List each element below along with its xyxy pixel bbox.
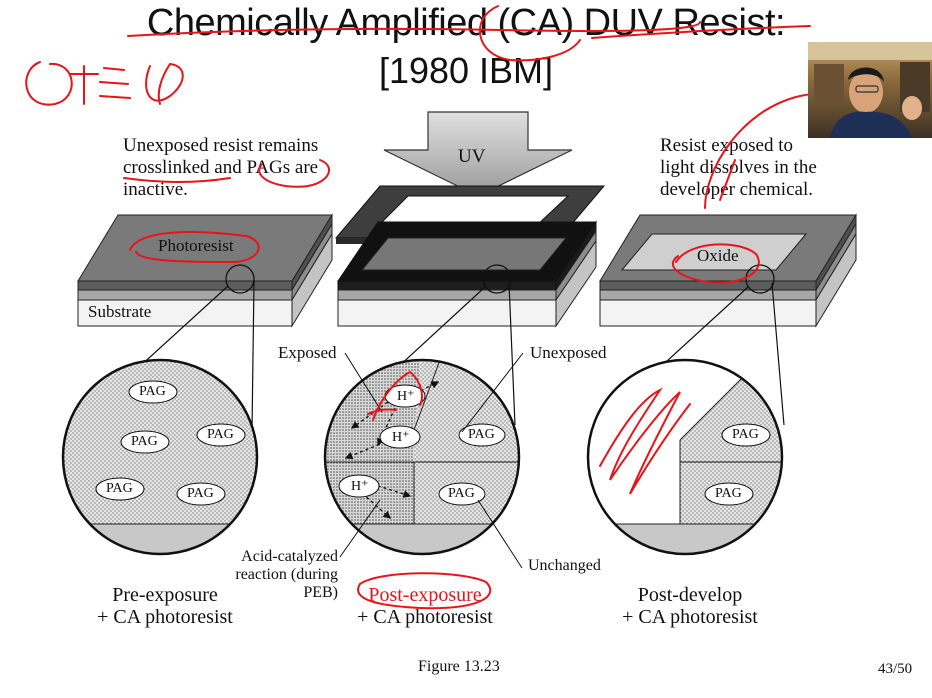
oxide-label: Oxide — [697, 246, 739, 265]
acid-line: PEB) — [303, 584, 338, 601]
left-note-line: crosslinked and PAGs are — [123, 157, 319, 178]
unchanged-label: Unchanged — [528, 557, 601, 574]
right-note-line: light dissolves in the — [660, 157, 817, 178]
unexposed-label: Unexposed — [530, 343, 607, 362]
right-note-line: Resist exposed to — [660, 135, 793, 156]
hplus-label: H⁺ — [351, 479, 369, 494]
slide-subtitle: [1980 IBM] — [378, 50, 554, 91]
acid-line: reaction (during — [235, 566, 338, 583]
pag-label: PAG — [139, 384, 166, 399]
right-note-line: developer chemical. — [660, 179, 813, 200]
photoresist-label: Photoresist — [158, 236, 234, 255]
hplus-label: H⁺ — [392, 430, 410, 445]
caption-line: Post-develop — [637, 584, 743, 606]
caption-line: + CA photoresist — [97, 606, 233, 628]
uv-arrow — [383, 111, 573, 197]
pag-label: PAG — [207, 427, 234, 442]
uv-label: UV — [458, 146, 486, 167]
right-wafer — [596, 213, 857, 426]
pag-label: PAG — [448, 486, 475, 501]
caption-post-exposure: Post-exposure + CA photoresist — [320, 584, 530, 628]
pen-annotations — [25, 5, 861, 610]
pre-exposure-zoom — [61, 358, 259, 556]
exposed-label: Exposed — [278, 343, 337, 362]
caption-line: Post-exposure — [368, 584, 482, 606]
caption-line: + CA photoresist — [622, 606, 758, 628]
slide-title: Chemically Amplified (CA) DUV Resist: — [146, 2, 786, 44]
presenter-webcam — [808, 42, 932, 138]
right-note: Resist exposed to light dissolves in the… — [660, 135, 817, 201]
hplus-label: H⁺ — [397, 389, 415, 404]
post-exposure-zoom — [323, 352, 524, 569]
figure-caption: Figure 13.23 — [418, 658, 500, 675]
middle-wafer — [334, 220, 597, 426]
pag-label: PAG — [732, 427, 759, 442]
left-wafer — [69, 213, 333, 431]
pag-label: PAG — [106, 481, 133, 496]
pag-label: PAG — [715, 486, 742, 501]
post-develop-zoom — [586, 358, 784, 556]
pag-label: PAG — [468, 427, 495, 442]
left-note-line: Unexposed resist remains — [123, 135, 319, 156]
caption-line: + CA photoresist — [357, 606, 493, 628]
page-number: 43/50 — [878, 661, 913, 677]
acid-catalyzed-label: Acid-catalyzed reaction (during PEB) — [226, 548, 338, 602]
pag-label: PAG — [187, 486, 214, 501]
caption-line: Pre-exposure — [112, 584, 218, 606]
caption-post-develop: Post-develop + CA photoresist — [585, 584, 795, 628]
substrate-label: Substrate — [88, 302, 152, 321]
left-note-line: inactive. — [123, 179, 188, 200]
left-note: Unexposed resist remains crosslinked and… — [123, 135, 318, 201]
pag-label: PAG — [131, 434, 158, 449]
acid-line: Acid-catalyzed — [241, 548, 338, 565]
caption-pre-exposure: Pre-exposure + CA photoresist — [60, 584, 270, 628]
presenter-avatar — [808, 42, 932, 138]
